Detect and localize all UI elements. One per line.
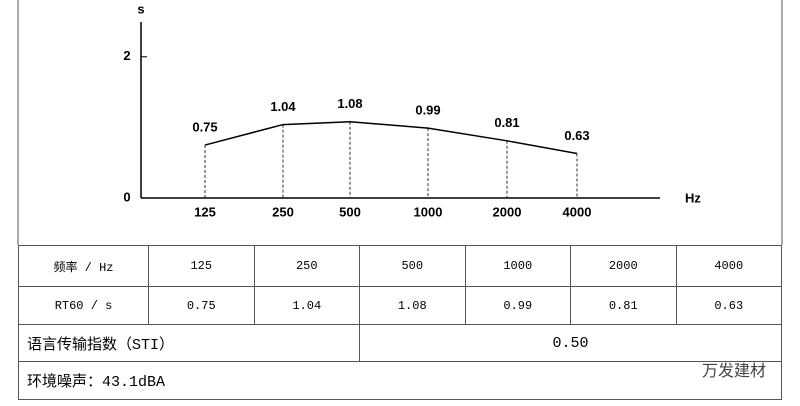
cell: 0.75 (148, 286, 255, 325)
cell: 频率 / Hz (18, 245, 149, 287)
cell: 2000 (570, 245, 677, 287)
cell: 语言传输指数（STI） (18, 324, 360, 362)
x-tick-label: 500 (339, 204, 361, 219)
value-label: 0.75 (192, 119, 217, 134)
cell: 1.08 (359, 286, 466, 325)
value-label: 0.81 (494, 115, 519, 130)
x-tick-label: 1000 (414, 204, 443, 219)
table: 频率 / Hz 125 250 500 1000 2000 4000 RT60 … (18, 245, 782, 400)
cell: 0.63 (675, 286, 782, 325)
cell: 环境噪声：43.1dBA (18, 361, 782, 400)
line (204, 120, 578, 155)
cell: 0.81 (570, 286, 677, 325)
cell: 500 (359, 245, 466, 287)
cell: 4000 (675, 245, 782, 287)
row: 频率 / Hz 125 250 500 1000 2000 4000 (18, 245, 782, 287)
value-label: 0.63 (564, 128, 589, 143)
chart: s Hz 0 2 0.75 125 1.04 250 1.08 500 0.99 1000 0.81… (17, 0, 783, 245)
x-tick-label: 125 (194, 204, 216, 219)
row: RT60 / s 0.75 1.04 1.08 0.99 0.81 0.63 (18, 286, 782, 325)
cell: 0.50 (359, 324, 782, 362)
watermark: 万发建材 (701, 361, 766, 380)
y-axis-label: s (137, 1, 144, 16)
x-tick-label: 4000 (563, 204, 592, 219)
row: 语言传输指数（STI） 0.50 (18, 324, 782, 362)
x-axis-label: Hz (685, 190, 701, 205)
cell: 0.99 (464, 286, 571, 325)
x-tick-label: 2000 (493, 204, 522, 219)
cell: 250 (253, 245, 360, 287)
x-tick-label: 250 (272, 204, 294, 219)
value-label: 1.08 (337, 96, 362, 111)
y-tick-label: 2 (123, 48, 130, 63)
row: 环境噪声：43.1dBA (18, 361, 782, 400)
y-tick-label: 0 (123, 189, 130, 204)
cell: 1.04 (253, 286, 360, 325)
cell: 1000 (464, 245, 571, 287)
cell: RT60 / s (18, 286, 149, 325)
value-label: 1.04 (270, 99, 296, 114)
cell: 125 (148, 245, 255, 287)
value-label: 0.99 (415, 103, 440, 118)
